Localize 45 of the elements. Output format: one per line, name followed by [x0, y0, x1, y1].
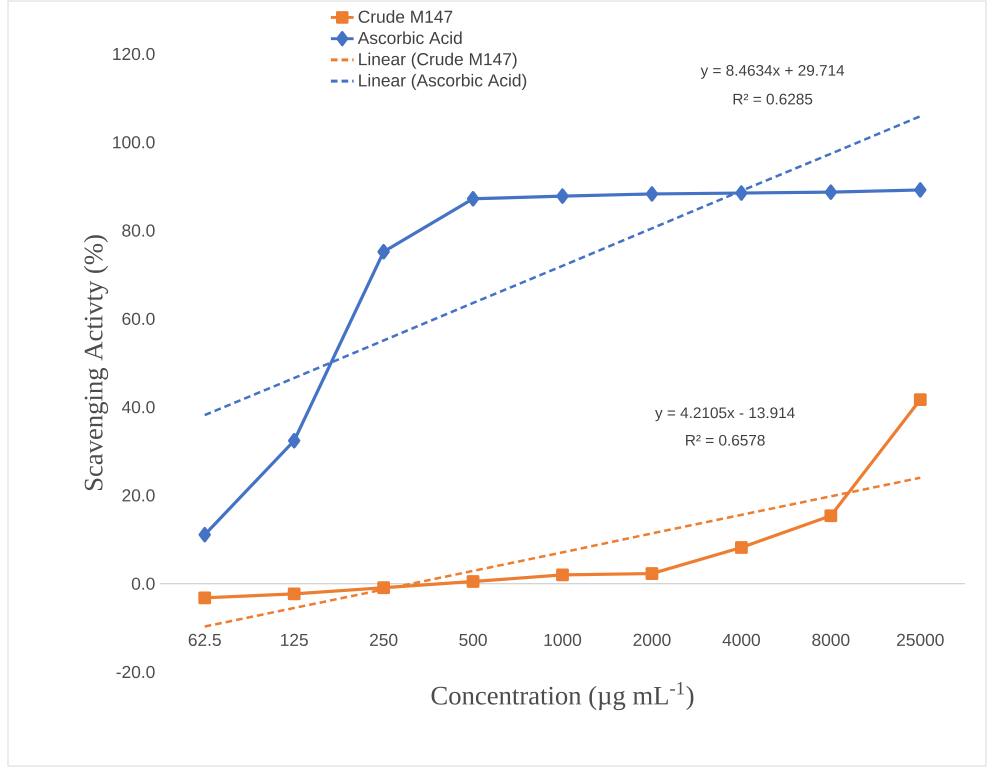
point — [824, 509, 838, 522]
point — [556, 568, 569, 582]
point — [734, 541, 748, 554]
point — [556, 188, 569, 204]
x-tick-label: 25000 — [897, 634, 944, 646]
point — [914, 182, 926, 198]
x-tick-label: 500 — [459, 634, 487, 646]
point — [288, 587, 301, 600]
x-axis-title: Concentration (µg mL$^{-1}$) — [432, 682, 694, 710]
y-tick-label: 100.0 — [113, 136, 155, 148]
x-tick-label: 125 — [281, 634, 308, 646]
point — [466, 575, 480, 588]
point — [735, 185, 748, 201]
annotation: y = 8.4634x + 29.714 — [700, 64, 844, 79]
y-tick-label: 40.0 — [122, 400, 155, 414]
legend-label: Ascorbic Acid — [358, 31, 462, 44]
point — [824, 184, 838, 200]
point — [646, 567, 658, 580]
point — [646, 186, 658, 202]
point — [377, 581, 390, 594]
point — [914, 393, 927, 406]
annotation: R² = 0.6578 — [686, 434, 765, 446]
y-tick-label: 60.0 — [122, 312, 155, 325]
legend-label: Linear (Crude M147) — [359, 52, 517, 69]
x-tick-label: 2000 — [634, 634, 671, 646]
x-tick-label: 1000 — [544, 634, 582, 646]
point — [198, 591, 212, 604]
annotation: y = 4.2105x - 13.914 — [655, 407, 795, 422]
point — [466, 191, 480, 207]
point — [288, 432, 300, 448]
y-tick-label: -20.0 — [116, 666, 155, 678]
y-axis-title: Scavenging Activty (%) — [84, 235, 108, 490]
y-tick-label: 80.0 — [122, 224, 155, 237]
y-tick-label: 20.0 — [122, 489, 155, 502]
annotation: R² = 0.6285 — [734, 94, 812, 105]
y-tick-label: 0.0 — [132, 578, 155, 590]
legend-label: Linear (Ascorbic Acid) — [359, 74, 526, 90]
point — [377, 244, 390, 260]
legend-label: Crude M147 — [358, 10, 452, 23]
x-tick-label: 4000 — [722, 634, 760, 646]
x-tick-label: 8000 — [812, 634, 850, 646]
x-tick-label: 62.5 — [188, 634, 221, 646]
point — [198, 526, 211, 542]
x-tick-label: 250 — [370, 634, 398, 646]
y-tick-label: 120.0 — [113, 48, 155, 60]
